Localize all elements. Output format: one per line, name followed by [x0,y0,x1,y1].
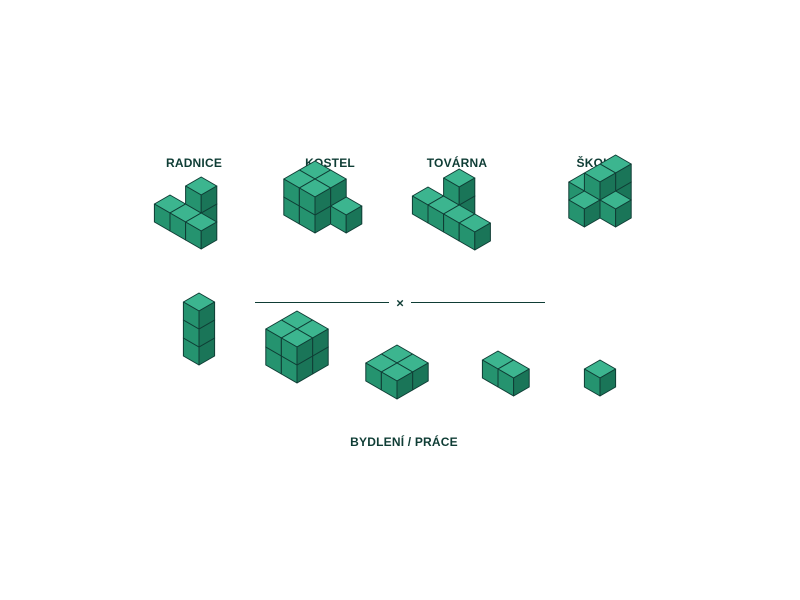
figure-tower-3 [182,292,216,366]
figure-pair-2 [481,350,530,397]
divider-cross-icon: × [396,295,404,311]
figure-kostel [283,160,363,234]
footer-caption: BYDLENÍ / PRÁCE [350,435,458,449]
divider-line-left [255,302,389,303]
figure-radnice [153,176,218,250]
figure-block-8 [265,310,329,384]
label-tovarna: TOVÁRNA [426,156,488,170]
figure-skola [568,154,632,228]
figure-slab-4 [365,344,429,400]
label-radnice: RADNICE [165,156,223,170]
figure-tovarna [411,168,491,251]
divider-line-right [411,302,545,303]
figure-single-1 [583,359,617,397]
